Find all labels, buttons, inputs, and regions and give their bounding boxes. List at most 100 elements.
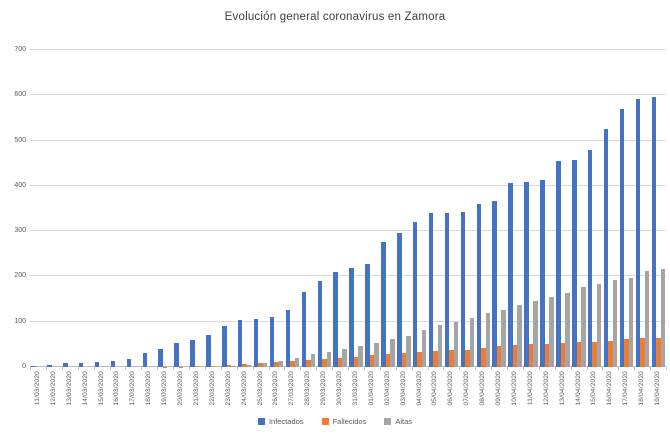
- bar-fallecidos: [465, 349, 470, 367]
- bar-group: [30, 50, 46, 367]
- bar-group: [507, 50, 523, 367]
- legend-item-fallecidos: Fallecidos: [321, 417, 366, 426]
- bar-fallecidos: [290, 361, 295, 367]
- axis-tick: [109, 367, 111, 370]
- bar-fallecidos: [417, 351, 422, 367]
- bar-fallecidos: [401, 352, 407, 367]
- bar-altas: [437, 325, 443, 367]
- bar-fallecidos: [608, 340, 613, 367]
- axis-tick: [411, 367, 413, 370]
- legend-swatch-icon: [257, 418, 265, 425]
- bar-group: [587, 50, 603, 367]
- axis-tick: [189, 367, 190, 370]
- bar-infectados: [158, 348, 163, 367]
- axis-tick: [586, 367, 588, 370]
- bar-group: [269, 50, 285, 367]
- bar-infectados: [317, 280, 323, 367]
- bar-group: [380, 50, 396, 367]
- x-axis-label: 09/04/2020: [495, 371, 503, 406]
- gridline: [30, 320, 666, 322]
- y-axis-label: 200: [14, 272, 26, 280]
- x-axis-label: 26/03/2020: [272, 371, 280, 406]
- bar-group: [316, 50, 332, 367]
- x-axis-label: 27/03/2020: [288, 371, 296, 406]
- legend: Infectados Fallecidos Altas: [0, 417, 670, 426]
- bar-infectados: [587, 149, 593, 367]
- bar-infectados: [285, 309, 291, 367]
- x-axis-label: 04/04/2020: [415, 371, 423, 406]
- bar-group: [110, 50, 126, 367]
- axis-tick: [475, 367, 477, 370]
- bar-fallecidos: [433, 350, 438, 367]
- y-axis-label: 100: [14, 317, 26, 325]
- bar-fallecidos: [353, 356, 359, 367]
- y-axis-label: 500: [14, 136, 26, 144]
- x-axis-label: 19/03/2020: [161, 371, 169, 406]
- axis-tick: [77, 367, 79, 370]
- axis-tick: [363, 367, 365, 370]
- bar-altas: [485, 313, 491, 367]
- gridline: [30, 184, 666, 186]
- x-axis-label: 14/04/2020: [574, 371, 582, 406]
- bar-group: [412, 50, 428, 367]
- axis-tick: [125, 367, 127, 370]
- axis-tick: [204, 367, 206, 370]
- bar-infectados: [78, 363, 84, 367]
- bar-infectados: [174, 342, 179, 367]
- axis-tick: [332, 367, 334, 370]
- x-axis-label: 05/04/2020: [431, 371, 439, 406]
- bar-infectados: [540, 179, 545, 367]
- axis-tick: [395, 367, 397, 370]
- x-axis-label: 07/04/2020: [463, 371, 471, 406]
- bar-fallecidos: [369, 355, 375, 367]
- bar-fallecidos: [544, 343, 550, 367]
- bar-altas: [565, 293, 570, 367]
- bar-group: [173, 50, 189, 367]
- bar-altas: [660, 269, 666, 367]
- axis-tick: [236, 367, 238, 370]
- x-axis-label: 11/03/2020: [33, 371, 41, 406]
- x-axis-label: 21/03/2020: [192, 371, 200, 406]
- bar-group: [237, 50, 253, 367]
- bar-infectados: [365, 264, 370, 367]
- bar-infectados: [206, 334, 211, 367]
- legend-label: Infectados: [268, 417, 304, 426]
- axis-tick: [348, 367, 349, 370]
- bar-infectados: [333, 271, 338, 367]
- axis-tick: [93, 367, 95, 370]
- axis-tick: [268, 367, 270, 370]
- bar-group: [539, 50, 555, 367]
- bar-infectados: [269, 317, 275, 367]
- bar-infectados: [412, 222, 418, 367]
- bar-group: [62, 50, 78, 367]
- axis-tick: [220, 367, 222, 370]
- x-axis-label: 22/03/2020: [208, 371, 216, 406]
- bar-fallecidos: [640, 338, 645, 367]
- x-axis-label: 12/03/2020: [49, 371, 57, 406]
- bar-altas: [390, 339, 395, 367]
- bar-altas: [517, 305, 522, 367]
- x-axis-label: 30/03/2020: [336, 371, 344, 406]
- bar-group: [205, 50, 221, 367]
- bar-infectados: [381, 241, 386, 367]
- y-axis-label: 600: [14, 91, 26, 99]
- axis-tick: [538, 367, 540, 370]
- bar-altas: [549, 296, 554, 367]
- axis-tick: [316, 367, 318, 370]
- bar-infectados: [556, 160, 561, 367]
- axis-tick: [379, 367, 381, 370]
- gridline: [30, 366, 666, 367]
- x-axis-label: 14/03/2020: [81, 371, 89, 406]
- bar-fallecidos: [194, 366, 200, 367]
- bar-group: [46, 50, 62, 367]
- axis-tick: [634, 367, 636, 370]
- bar-group: [300, 50, 316, 367]
- axis-tick: [61, 367, 63, 370]
- bar-altas: [596, 283, 602, 367]
- legend-item-altas: Altas: [384, 417, 412, 426]
- y-axis-label: 0: [22, 363, 26, 370]
- axis-tick: [284, 367, 286, 370]
- bar-group: [491, 50, 507, 367]
- x-axis-label: 15/03/2020: [97, 371, 105, 406]
- x-axis-label: 28/03/2020: [304, 371, 312, 406]
